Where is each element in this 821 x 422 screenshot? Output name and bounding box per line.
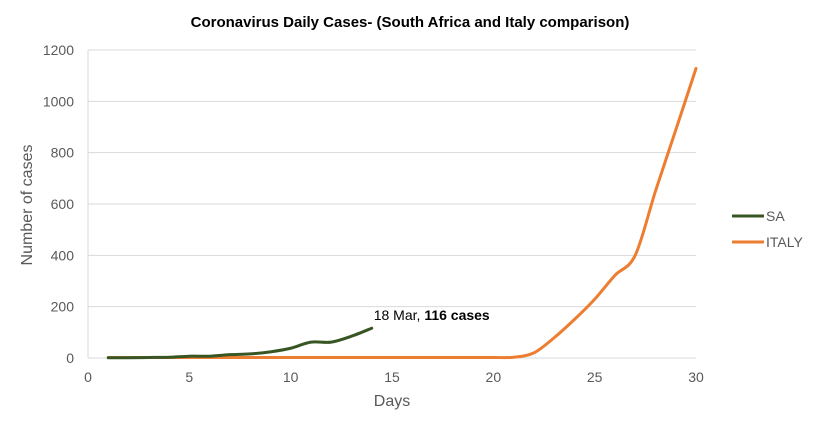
x-tick-label: 10 [283,369,299,385]
x-tick-label: 20 [486,369,502,385]
annotation-bold: 116 cases [424,307,490,323]
x-tick-label: 15 [384,369,400,385]
chart-title: Coronavirus Daily Cases- (South Africa a… [191,14,630,31]
y-tick-label: 800 [51,145,75,161]
annotation-label: 18 Mar, 116 cases [374,307,490,323]
y-tick-label: 1200 [43,42,74,58]
annotation-prefix: 18 Mar, [374,307,425,323]
x-tick-label: 25 [587,369,603,385]
y-tick-label: 400 [51,247,75,263]
y-tick-labels: 0 200 400 600 800 1000 1200 [43,42,74,366]
x-tick-label: 30 [688,369,704,385]
x-axis-label: Days [374,393,410,410]
y-tick-label: 0 [66,350,74,366]
gridlines [87,49,696,359]
x-tick-label: 5 [185,369,193,385]
y-tick-label: 200 [51,299,75,315]
series-line-sa [106,326,374,360]
legend-label-sa: SA [766,208,785,224]
legend-label-italy: ITALY [766,234,803,250]
y-tick-label: 600 [51,196,75,212]
series-lines [106,66,698,360]
y-axis-label: Number of cases [19,145,36,266]
x-tick-labels: 0 5 10 15 20 25 30 [84,369,704,385]
y-tick-label: 1000 [43,93,74,109]
legend: SA ITALY [732,208,803,250]
x-tick-label: 0 [84,369,92,385]
